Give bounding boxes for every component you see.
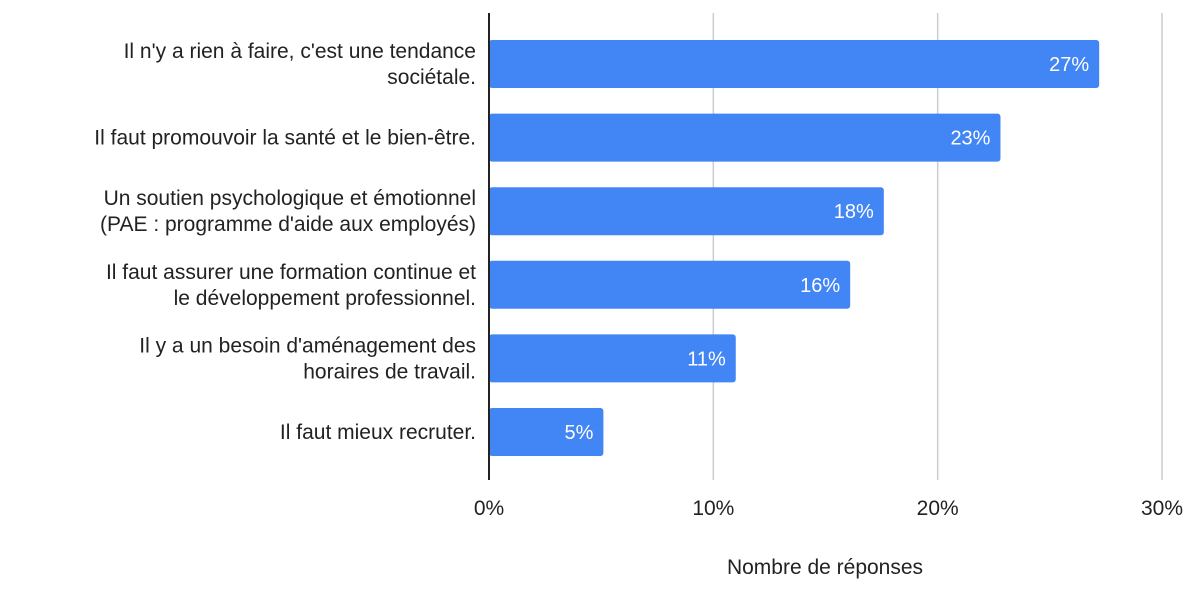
bar [489,113,1001,162]
gridlines [712,13,1163,480]
category-label: Il y a un besoin d'aménagement des [139,334,476,357]
x-tick-label: 30% [1141,497,1183,520]
bars [489,40,1100,456]
category-label: le développement professionnel. [174,287,476,310]
bar-value-label: 16% [800,275,840,297]
bar [489,408,604,456]
x-tick-label: 20% [917,497,959,520]
x-tick-labels: 0% 10% 20% 30% [474,497,1183,520]
bar-value-label: 23% [950,128,990,150]
category-label: Il faut promouvoir la santé et le bien-ê… [94,127,476,150]
bar-value-label: 18% [834,201,874,223]
bar [489,40,1100,88]
x-tick-label: 0% [474,497,504,520]
category-label: sociétale. [387,66,476,89]
bar [489,334,736,383]
value-labels: 27% 23% 18% 16% 11% 5% [565,54,1090,444]
x-tick-label: 10% [692,497,734,520]
bar-value-label: 27% [1049,54,1089,76]
x-axis-title: Nombre de réponses [727,556,923,579]
bar [489,260,851,309]
category-label: Il faut mieux recruter. [280,421,476,444]
category-label: horaires de travail. [303,360,476,383]
category-label: (PAE : programme d'aide aux employés) [100,213,476,236]
category-label: Il faut assurer une formation continue e… [106,261,476,284]
category-label: Il n'y a rien à faire, c'est une tendanc… [124,40,476,63]
bar [489,187,884,236]
bar-value-label: 11% [687,348,726,370]
bar-value-label: 5% [565,422,594,444]
category-labels: Il n'y a rien à faire, c'est une tendanc… [94,40,476,444]
category-label: Un soutien psychologique et émotionnel [104,187,476,210]
